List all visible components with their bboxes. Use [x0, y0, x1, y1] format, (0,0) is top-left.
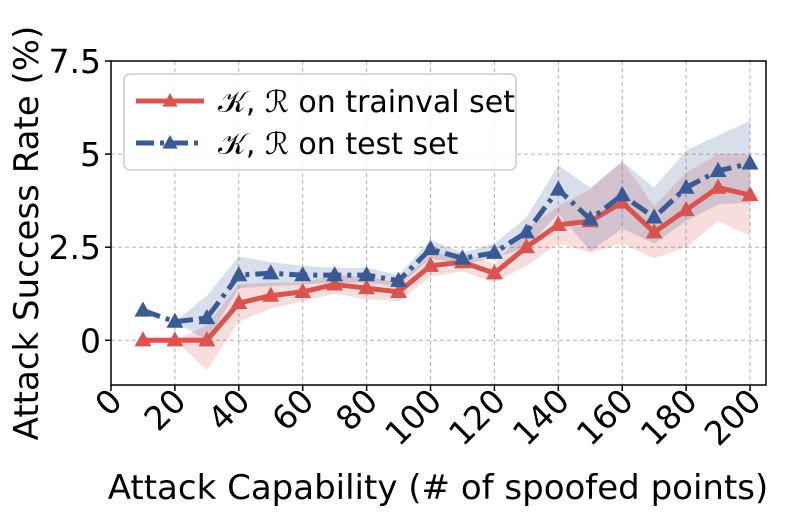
x-tick-label: 60	[264, 381, 321, 438]
series-line-0	[142, 185, 751, 343]
y-tick-label: 5	[80, 135, 101, 174]
data-point-s1-0	[134, 301, 152, 317]
data-point-s1-7	[358, 266, 376, 282]
data-point-s0-9	[422, 256, 439, 272]
series-lines	[142, 160, 751, 343]
x-tick-label: 40	[200, 381, 257, 438]
x-tick-label: 20	[136, 381, 193, 438]
legend-marker-0	[162, 93, 178, 107]
data-point-s0-12	[517, 238, 535, 254]
data-point-s0-2	[198, 331, 216, 347]
axes	[110, 60, 767, 386]
data-point-s1-4	[262, 264, 280, 280]
data-point-s0-8	[390, 282, 408, 298]
data-point-s1-14	[581, 210, 599, 226]
x-tick-label: 120	[441, 381, 513, 453]
legend-marker-1	[162, 135, 178, 149]
data-point-s1-8	[390, 271, 408, 287]
data-point-s0-13	[549, 215, 567, 231]
data-point-s0-16	[645, 223, 663, 239]
x-tick-label: 80	[328, 381, 385, 438]
data-point-s1-13	[549, 180, 567, 196]
data-point-s1-10	[454, 249, 471, 265]
data-point-s0-15	[613, 193, 631, 209]
series-line-1	[142, 160, 751, 325]
x-tick-label: 0	[87, 381, 129, 423]
data-point-s0-0	[134, 331, 152, 347]
x-tick-label: 160	[569, 381, 641, 453]
data-point-s0-4	[262, 286, 280, 302]
data-point-s1-18	[709, 161, 727, 177]
x-tick-label: 100	[377, 381, 449, 453]
data-point-s0-11	[485, 264, 503, 280]
data-point-s0-17	[677, 200, 695, 217]
y-axis-label: Attack Success Rate (%)	[7, 26, 47, 441]
data-point-s1-1	[166, 312, 184, 328]
x-tick-label: 180	[633, 381, 705, 453]
data-point-s1-15	[613, 186, 631, 202]
x-tick-label: 140	[505, 381, 577, 453]
data-point-s1-9	[422, 240, 439, 256]
legend-box	[123, 73, 517, 171]
data-point-s1-3	[230, 266, 248, 282]
series-markers	[134, 154, 759, 347]
legend-label-0: 𝒦, ℛ on trainval set	[218, 85, 515, 120]
x-tick-label: 200	[697, 381, 769, 453]
data-point-s0-6	[326, 275, 344, 291]
data-point-s0-18	[709, 178, 727, 194]
data-point-s1-11	[485, 243, 503, 259]
legend: 𝒦, ℛ on trainval set 𝒦, ℛ on test set	[123, 73, 517, 171]
x-axis-label: Attack Capability (# of spoofed points)	[108, 468, 769, 508]
data-point-s0-1	[166, 331, 184, 347]
data-point-s0-7	[358, 279, 376, 295]
data-point-s1-16	[645, 208, 663, 224]
data-point-s0-19	[741, 186, 759, 202]
y-tick-label: 2.5	[49, 228, 101, 267]
data-point-s1-5	[294, 266, 312, 282]
legend-label-1: 𝒦, ℛ on test set	[218, 127, 459, 162]
grid	[110, 60, 766, 385]
data-point-s1-17	[677, 178, 695, 194]
data-point-s1-12	[517, 223, 535, 239]
y-tick-label: 0	[80, 321, 101, 360]
data-point-s0-5	[294, 282, 312, 298]
plot-frame	[110, 60, 767, 386]
data-point-s1-2	[198, 308, 216, 325]
y-tick-label: 7.5	[49, 42, 101, 81]
data-point-s1-6	[326, 266, 344, 282]
data-point-s1-19	[741, 154, 759, 170]
data-point-s0-3	[230, 294, 248, 310]
